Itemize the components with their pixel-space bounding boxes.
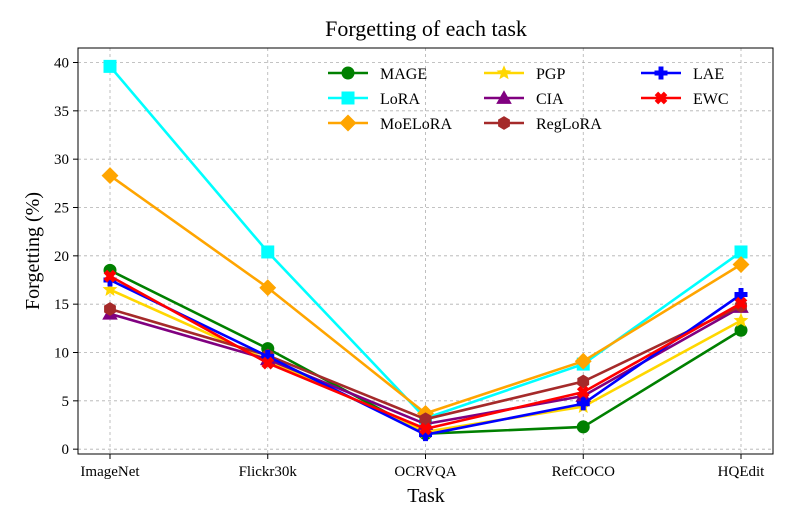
point-ewc-imagenet [103, 269, 117, 283]
legend-entry-pgp: PGP [484, 65, 565, 83]
legend-marker-lae [654, 66, 668, 80]
x-tick-label-refcoco: RefCOCO [552, 464, 616, 480]
y-tick-label-20: 20 [54, 249, 69, 265]
point-ewc-ocrvqa [419, 422, 432, 436]
legend-marker-cia [496, 90, 512, 104]
point-lora-hqedit [734, 245, 748, 259]
legend-marker-moelora [339, 114, 357, 132]
y-axis: 0 5 10 15 20 25 30 35 40 [54, 56, 78, 458]
series-lae [103, 273, 748, 442]
point-lae-imagenet [103, 273, 117, 287]
point-reglora-refcoco [577, 374, 590, 389]
y-tick-label-40: 40 [54, 56, 69, 72]
point-reglora-imagenet [104, 302, 116, 316]
series-group [101, 59, 750, 442]
y-tick-label-0: 0 [62, 442, 70, 458]
point-lora-flickr30k [261, 245, 275, 259]
legend-entry-reglora: RegLoRA [484, 116, 602, 133]
legend-entry-lora: LoRA [328, 91, 420, 108]
series-ewc [103, 269, 748, 436]
point-pgp-imagenet [102, 281, 118, 296]
point-mage-refcoco [576, 420, 590, 434]
point-moelora-refcoco [574, 352, 592, 370]
legend-label-mage: MAGE [380, 66, 427, 83]
legend-entry-mage: MAGE [328, 66, 427, 83]
legend-label-reglora: RegLoRA [536, 116, 602, 133]
legend: MAGE LoRA MoELoRA PGP CIA RegLoRA LAE EWC [328, 65, 729, 133]
point-ewc-hqedit [734, 296, 748, 310]
point-moelora-imagenet [101, 167, 119, 185]
grid-lines [78, 48, 773, 454]
y-axis-title: Forgetting (%) [22, 192, 44, 310]
y-tick-label-30: 30 [54, 152, 69, 168]
legend-marker-lora [341, 91, 355, 105]
legend-marker-pgp [496, 65, 512, 80]
legend-entry-moelora: MoELoRA [328, 114, 452, 133]
legend-label-pgp: PGP [536, 66, 565, 83]
y-tick-label-25: 25 [54, 201, 69, 217]
x-tick-label-imagenet: ImageNet [80, 464, 140, 480]
legend-entry-lae: LAE [641, 66, 724, 83]
point-lae-hqedit [734, 288, 748, 301]
legend-label-cia: CIA [536, 91, 564, 108]
point-moelora-hqedit [732, 256, 750, 273]
legend-marker-mage [341, 66, 355, 80]
legend-label-ewc: EWC [693, 91, 729, 108]
point-lae-flickr30k [261, 349, 275, 363]
chart-title: Forgetting of each task [325, 16, 527, 41]
y-tick-label-10: 10 [54, 346, 69, 362]
legend-entry-ewc: EWC [641, 91, 729, 108]
point-ewc-refcoco [576, 385, 590, 399]
legend-label-moelora: MoELoRA [380, 116, 452, 133]
legend-label-lora: LoRA [380, 91, 420, 108]
legend-marker-reglora [498, 116, 510, 130]
point-moelora-flickr30k [259, 279, 277, 297]
legend-label-lae: LAE [693, 66, 724, 83]
point-mage-hqedit [734, 323, 748, 337]
point-pgp-hqedit [733, 312, 749, 327]
x-axis-title: Task [407, 485, 444, 507]
legend-entry-cia: CIA [484, 90, 564, 108]
y-tick-label-35: 35 [54, 104, 69, 120]
point-ewc-flickr30k [261, 356, 275, 370]
point-lora-imagenet [103, 59, 117, 73]
x-tick-label-ocrvqa: OCRVQA [394, 464, 456, 480]
point-lae-refcoco [576, 397, 590, 411]
x-axis: ImageNet Flickr30k OCRVQA RefCOCO HQEdit [80, 454, 765, 480]
x-tick-label-flickr30k: Flickr30k [239, 464, 298, 480]
y-tick-label-15: 15 [54, 297, 69, 313]
point-lae-ocrvqa [419, 428, 432, 442]
y-tick-label-5: 5 [62, 394, 70, 410]
legend-marker-ewc [654, 91, 668, 105]
x-tick-label-hqedit: HQEdit [718, 464, 765, 480]
point-reglora-ocrvqa [419, 412, 432, 427]
